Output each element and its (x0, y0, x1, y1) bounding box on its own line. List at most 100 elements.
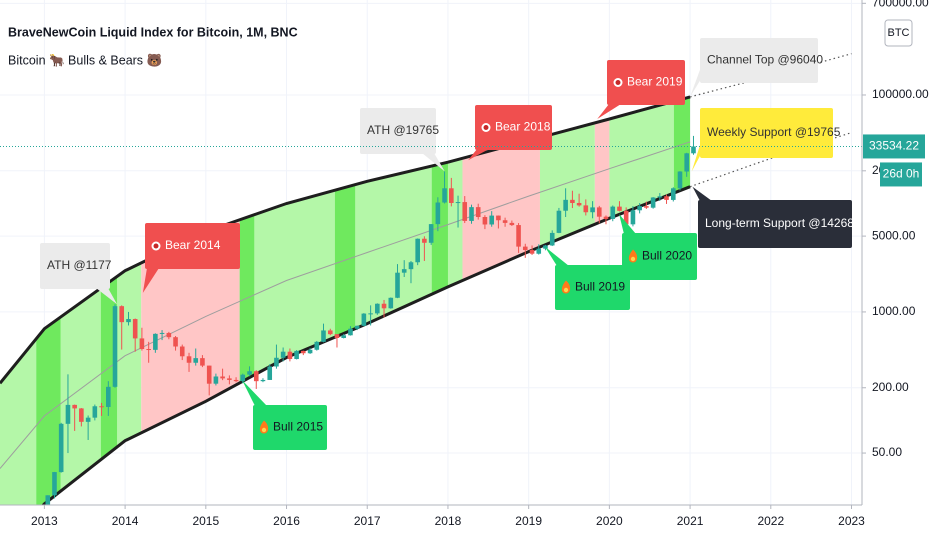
candle-body (583, 205, 589, 213)
candle-body (563, 199, 568, 211)
candle-body (260, 379, 266, 382)
callout-text: Bear 2019 (627, 75, 683, 89)
candle-body (92, 406, 98, 418)
x-tick-label: 2014 (112, 514, 139, 528)
candle-body (58, 423, 64, 473)
candle-body (119, 306, 125, 323)
candle-body (637, 206, 642, 211)
candle-body (596, 207, 602, 217)
candle-body (139, 338, 145, 350)
candle-body (307, 349, 313, 354)
candle-body (496, 215, 501, 221)
candle-body (45, 495, 51, 505)
candle-body (509, 222, 515, 226)
y-tick-label: 200.00 (872, 380, 909, 394)
candle-body (280, 351, 286, 358)
currency-label[interactable]: BTC (888, 27, 910, 39)
callout-pointer (597, 104, 621, 120)
x-tick-label: 2021 (677, 514, 704, 528)
candle-body (388, 297, 394, 309)
y-tick-label: 1000.00 (872, 304, 916, 318)
callout-pointer (692, 186, 712, 201)
callout-pointer (142, 268, 159, 293)
callout-pointer (96, 288, 118, 305)
candle-body (368, 313, 373, 315)
candle-body (348, 328, 353, 336)
callout-pointer (468, 149, 489, 161)
candle-body (617, 206, 622, 211)
callout-box (700, 108, 833, 158)
callout-text: Long-term Support @14268 (705, 216, 854, 230)
callout-pointer (544, 246, 569, 266)
grid (0, 0, 862, 505)
candle-body (549, 232, 555, 246)
candle-body (428, 224, 434, 243)
chart-subtitle: Bitcoin 🐂 Bulls & Bears 🐻 (8, 52, 163, 67)
candle-body (341, 335, 346, 338)
candle-body (132, 319, 138, 339)
candle-body (227, 378, 232, 380)
candle-body (375, 303, 380, 314)
callout-box (607, 60, 685, 105)
candle-body (677, 171, 683, 189)
channel-lines (0, 53, 852, 505)
candle-body (603, 216, 609, 219)
candle-body (623, 210, 629, 225)
candle-body (522, 246, 528, 251)
chart-title: BraveNewCoin Liquid Index for Bitcoin, 1… (8, 25, 298, 39)
candle-body (469, 207, 474, 221)
candle-body (536, 248, 542, 254)
candle-body (233, 379, 239, 382)
candle-body (65, 404, 71, 424)
candle-body (361, 313, 367, 326)
candle-body (247, 371, 252, 375)
candle-body (206, 365, 212, 384)
candle-body (193, 358, 199, 363)
callout-box (145, 223, 240, 269)
callout-box (698, 200, 852, 248)
candle-body (657, 196, 663, 198)
candle-body (220, 376, 225, 379)
candle-body (173, 337, 178, 347)
callout-box (253, 405, 327, 450)
candle-body (213, 376, 219, 384)
candle-body (112, 306, 118, 387)
candle-body (644, 206, 649, 208)
candle-body (556, 210, 562, 233)
callout-pointer (422, 153, 445, 172)
x-tick-label: 2018 (435, 514, 462, 528)
callout-text: ATH @19765 (367, 123, 439, 137)
candle-body (415, 238, 420, 263)
callout-text: Bull 2015 (273, 420, 323, 434)
highlight-band (334, 96, 356, 505)
candle-body (684, 153, 689, 172)
x-tick-label: 2013 (31, 514, 58, 528)
candle-body (435, 202, 441, 225)
candle-body (543, 245, 548, 249)
candle-body (610, 206, 616, 219)
callout-box (475, 105, 552, 150)
candle-body (186, 356, 192, 363)
fire-icon (563, 287, 569, 293)
candle-body (294, 350, 299, 360)
callout-text: Channel Top @96040 (707, 53, 823, 67)
candle-body (72, 404, 77, 409)
highlight-band (431, 96, 448, 505)
x-tick-label: 2022 (757, 514, 784, 528)
channel-projection (689, 53, 852, 98)
last-price: 33534.22 26d 0h (863, 134, 925, 187)
candle-body (327, 330, 333, 335)
fire-icon (261, 427, 267, 433)
candle-body (449, 188, 454, 203)
candle-body (106, 386, 111, 407)
candle-body (401, 269, 407, 273)
candle-body (455, 202, 461, 204)
callout-text: Bear 2014 (165, 238, 221, 252)
candle-body (166, 332, 172, 338)
y-tick-label: 5000.00 (872, 228, 916, 242)
currency-button[interactable] (884, 19, 913, 47)
x-tick-label: 2016 (273, 514, 300, 528)
callout-text: Bear 2018 (495, 120, 551, 134)
last-price-label: 33534.22 (869, 139, 919, 153)
candle-body (52, 472, 57, 496)
